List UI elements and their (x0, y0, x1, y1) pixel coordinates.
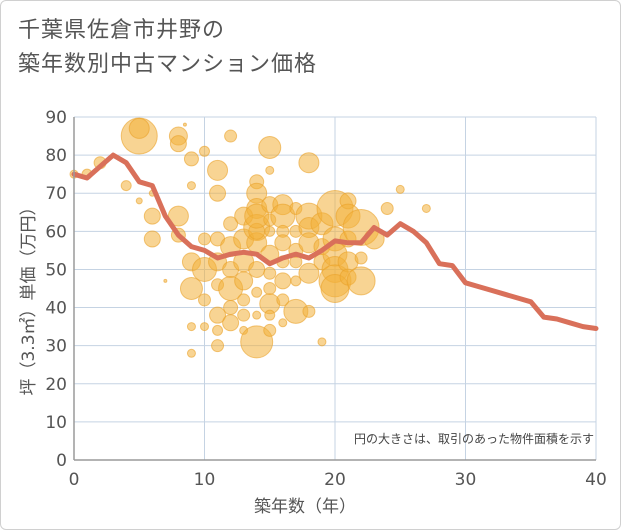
data-bubble (200, 322, 209, 332)
data-bubble (222, 314, 240, 332)
data-bubble (186, 348, 196, 358)
data-bubble (252, 310, 262, 320)
data-bubble (169, 135, 187, 153)
data-bubble (237, 308, 251, 322)
y-tick-label: 10 (45, 413, 67, 433)
data-bubble (186, 322, 196, 332)
bubble-layer (69, 117, 431, 359)
chart-title-line1: 千葉県佐倉市井野の (18, 18, 226, 43)
x-axis-label: 築年数（年） (254, 497, 356, 517)
data-bubble (298, 152, 320, 174)
size-annotation: 円の大きさは、取引のあった物件面積を示す (354, 431, 594, 446)
data-bubble (263, 266, 277, 280)
data-bubble (223, 300, 239, 316)
data-bubble (212, 324, 224, 336)
data-bubble (264, 309, 276, 321)
data-bubble (199, 145, 210, 157)
chart-title-line2: 築年数別中古マンション価格 (18, 52, 318, 77)
y-tick-label: 40 (45, 299, 67, 319)
data-bubble (317, 337, 327, 347)
y-tick-label: 80 (45, 146, 67, 166)
grid-layer (74, 116, 597, 460)
data-bubble (207, 159, 229, 181)
data-bubble (209, 184, 227, 202)
data-bubble (163, 278, 168, 283)
data-bubble (120, 180, 132, 192)
x-tick-label: 20 (324, 470, 346, 490)
y-tick-label: 30 (45, 337, 67, 357)
data-bubble (395, 184, 405, 194)
data-bubble (143, 230, 161, 248)
x-tick-label: 40 (585, 470, 607, 490)
data-bubble (346, 266, 376, 296)
data-bubble (211, 339, 225, 353)
data-bubble (265, 165, 275, 175)
data-bubble (380, 201, 394, 215)
data-bubble (274, 272, 292, 290)
data-bubble (258, 135, 282, 159)
chart-title: 千葉県佐倉市井野の 築年数別中古マンション価格 (18, 14, 317, 82)
y-axis-label: 坪（3.3㎡）単価（万円） (19, 198, 39, 395)
data-bubble (167, 205, 189, 227)
y-tick-label: 60 (45, 222, 67, 242)
data-bubble (143, 207, 161, 225)
data-bubble (251, 286, 263, 298)
y-tick-label: 0 (56, 451, 67, 471)
line-layer (71, 152, 599, 331)
x-tick-label: 0 (69, 470, 80, 490)
data-bubble (263, 282, 277, 295)
data-bubble (198, 232, 211, 246)
data-bubble (274, 234, 292, 252)
data-bubble (223, 216, 239, 232)
data-bubble (182, 122, 187, 127)
data-bubble (264, 225, 276, 237)
axis-layer: 0 10 20 30 40 50 60 70 80 90 0 10 20 30 40 (45, 108, 606, 490)
data-bubble (298, 262, 320, 284)
data-bubble (198, 293, 211, 307)
data-bubble (179, 277, 203, 300)
data-bubble (290, 275, 302, 287)
y-tick-label: 90 (45, 108, 67, 128)
data-bubble (183, 151, 199, 167)
average-price-line (71, 152, 599, 331)
data-bubble (354, 251, 368, 265)
data-bubble (237, 293, 251, 307)
data-bubble (135, 197, 143, 205)
data-bubble (263, 323, 277, 337)
data-bubble (234, 271, 254, 291)
data-bubble (186, 181, 196, 191)
data-bubble (209, 306, 227, 324)
x-tick-label: 30 (455, 470, 477, 490)
data-bubble (302, 304, 316, 318)
data-bubble (276, 293, 290, 307)
data-bubble (278, 318, 288, 328)
data-bubble (128, 117, 150, 139)
data-bubble (224, 129, 238, 143)
data-bubble (248, 260, 266, 278)
data-bubble (421, 203, 431, 213)
y-tick-label: 50 (45, 260, 67, 280)
y-tick-label: 70 (45, 184, 67, 204)
x-tick-label: 10 (194, 470, 216, 490)
y-tick-label: 20 (45, 375, 67, 395)
